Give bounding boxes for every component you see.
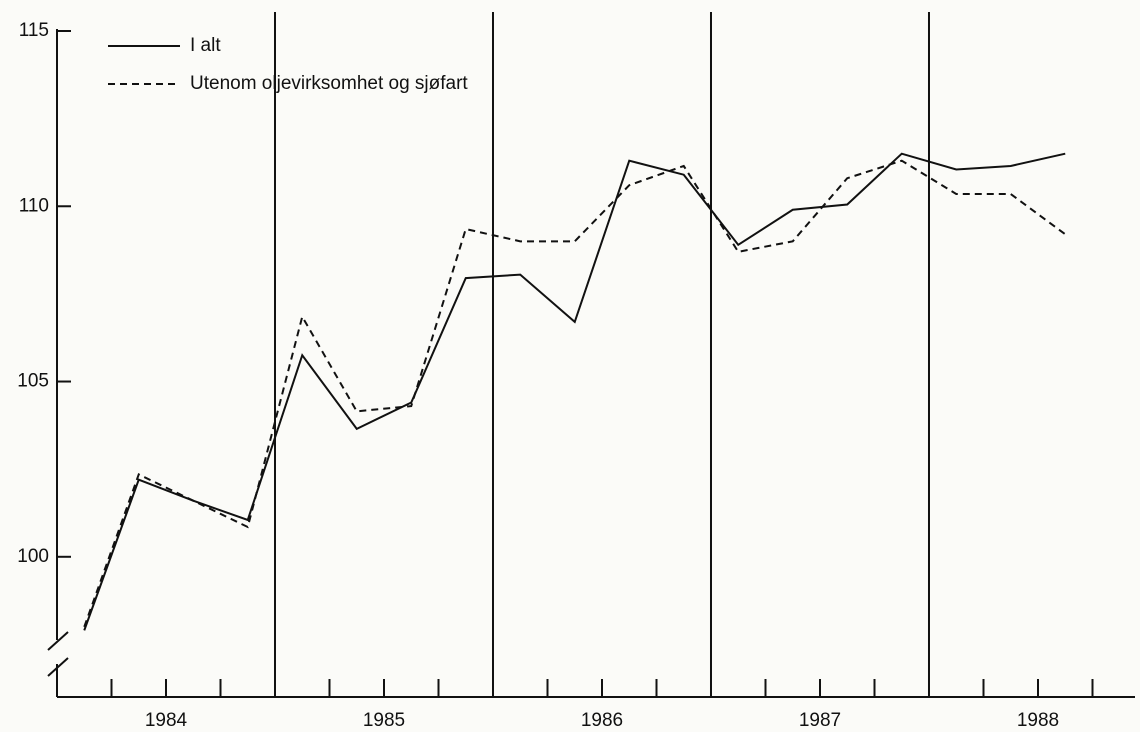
y-tick-label: 100 bbox=[17, 546, 49, 567]
series-line bbox=[83, 152, 1066, 631]
y-tick-label: 115 bbox=[19, 20, 49, 41]
break-mark bbox=[47, 631, 69, 651]
legend-label: Utenom oljevirksomhet og sjøfart bbox=[190, 73, 468, 94]
x-tick-label: 1987 bbox=[799, 710, 841, 731]
series-line bbox=[83, 159, 1066, 628]
y-tick-label: 110 bbox=[19, 195, 49, 216]
x-tick-label: 1985 bbox=[363, 710, 405, 731]
x-tick-label: 1984 bbox=[145, 710, 188, 731]
x-tick-label: 1988 bbox=[1017, 710, 1059, 731]
legend-label: I alt bbox=[190, 35, 221, 56]
y-tick-label: 105 bbox=[17, 371, 49, 392]
x-tick-label: 1986 bbox=[581, 710, 623, 731]
